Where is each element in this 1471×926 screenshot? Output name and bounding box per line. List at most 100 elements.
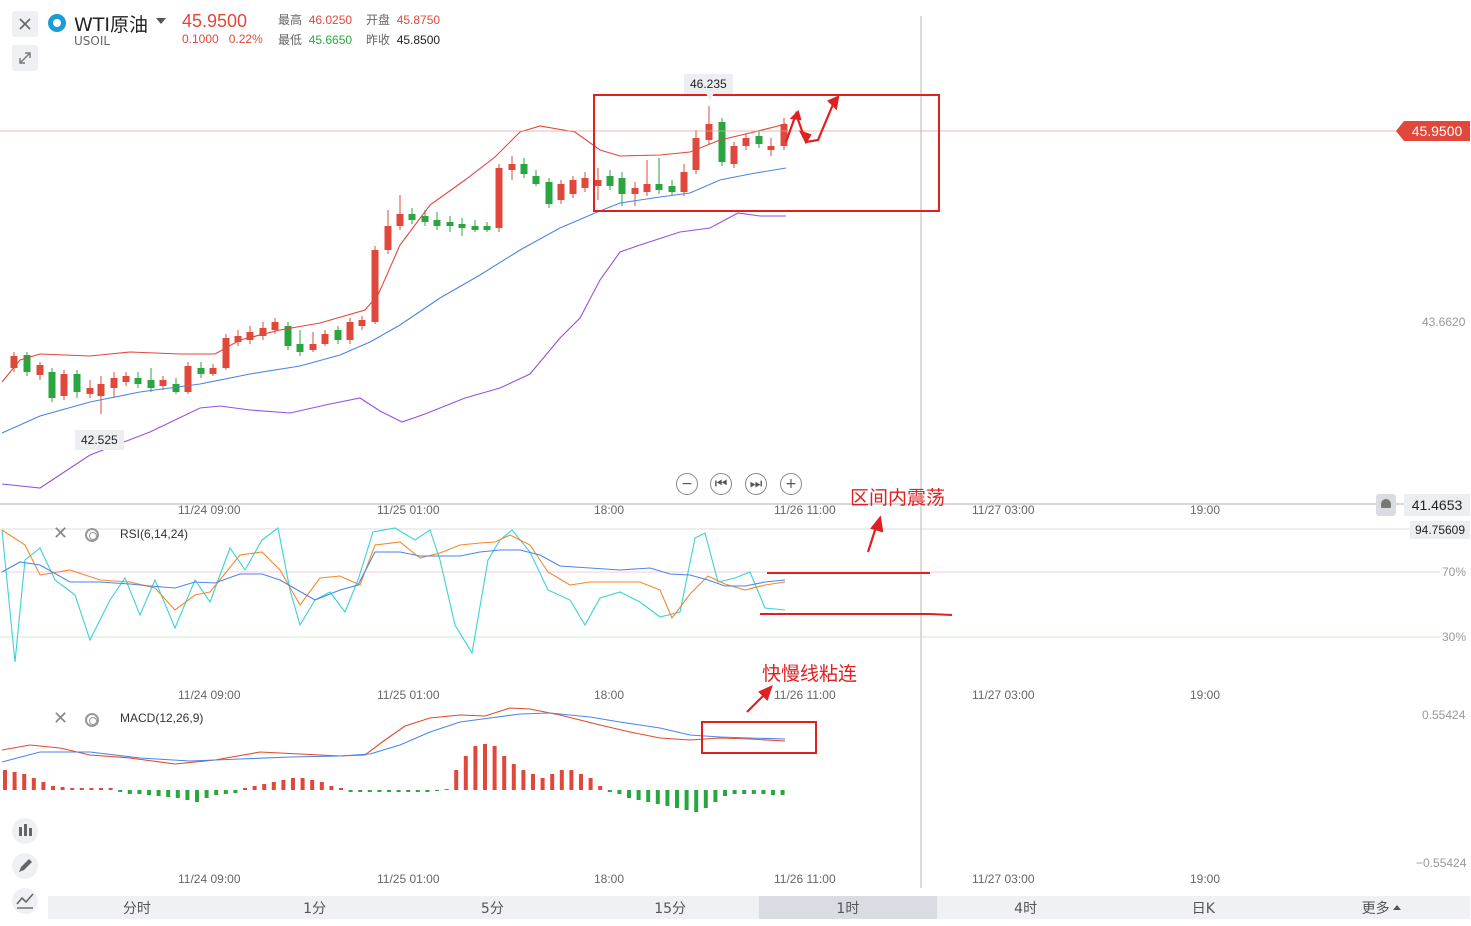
macd-histogram-bar xyxy=(742,790,747,794)
macd-histogram-bar xyxy=(31,778,36,790)
macd-histogram-bar xyxy=(60,787,65,790)
macd-histogram-bar xyxy=(665,790,670,806)
scroll-end-button[interactable]: ⏭ xyxy=(745,473,767,495)
drawing-tool-button[interactable] xyxy=(12,853,38,879)
rsi-x-label: 11/25 01:00 xyxy=(377,688,440,702)
macd-histogram-bar xyxy=(137,790,142,794)
macd-histogram-bar xyxy=(483,744,487,790)
rsi-label: RSI(6,14,24) xyxy=(120,527,189,541)
macd-settings-gear-icon[interactable] xyxy=(85,713,99,727)
macd-histogram-bar xyxy=(377,790,382,792)
candle-body xyxy=(122,376,130,382)
close-chart-button[interactable] xyxy=(12,11,38,37)
zoom-in-button[interactable]: + xyxy=(780,473,802,495)
candle-body xyxy=(97,384,105,396)
high-marker: 46.235 xyxy=(684,74,733,94)
period-tab[interactable]: 1分 xyxy=(226,896,404,919)
main-x-label: 19:00 xyxy=(1190,503,1221,517)
change-value: 0.1000 xyxy=(182,32,219,46)
period-bar: 分时 1分 5分 15分 1时 4时 日K 更多 xyxy=(48,896,1470,919)
macd-histogram-bar xyxy=(636,790,641,800)
period-tab[interactable]: 15分 xyxy=(581,896,759,919)
symbol-logo-icon xyxy=(48,14,66,32)
macd-histogram-bar xyxy=(271,782,276,790)
candle-body xyxy=(545,182,553,204)
period-tab[interactable]: 更多 xyxy=(1292,896,1470,919)
macd-histogram-bar xyxy=(579,774,583,790)
candle-body xyxy=(742,138,750,146)
close-rsi-icon[interactable]: ✕ xyxy=(53,523,69,544)
candle-body xyxy=(334,330,342,340)
macd-x-label: 19:00 xyxy=(1190,872,1221,886)
candle-body xyxy=(309,344,317,350)
candle-body xyxy=(668,186,676,192)
macd-histogram-bar xyxy=(281,780,286,790)
macd-histogram-bar xyxy=(108,788,113,790)
symbol-name: WTI原油 xyxy=(74,14,148,36)
period-tab-label: 1分 xyxy=(303,900,327,917)
scroll-start-button[interactable]: ⏮ xyxy=(710,473,732,495)
candle-body xyxy=(48,372,56,398)
period-tab[interactable]: 5分 xyxy=(404,896,582,919)
candle-body xyxy=(10,356,18,368)
rsi-settings-gear-icon[interactable] xyxy=(85,528,99,542)
stat-low: 最低 45.6650 xyxy=(278,33,353,47)
macd-histogram-bar xyxy=(166,790,171,797)
period-tab[interactable]: 1时 xyxy=(759,896,937,919)
candle-body xyxy=(271,322,279,330)
chart-type-button[interactable] xyxy=(12,888,38,914)
indicator-tool-button[interactable] xyxy=(12,818,38,844)
zoom-out-button[interactable]: − xyxy=(676,473,698,495)
macd-x-label: 18:00 xyxy=(594,872,625,886)
candle-body xyxy=(408,214,416,220)
macd-histogram-bar xyxy=(329,786,334,790)
candle-body xyxy=(680,172,688,192)
macd-histogram-bar xyxy=(262,784,267,790)
macd-histogram-bar xyxy=(348,790,353,792)
period-tab[interactable]: 日K xyxy=(1115,896,1293,919)
macd-histogram-bar xyxy=(310,780,315,790)
price-alert-bell-icon[interactable] xyxy=(1376,494,1396,516)
collapse-button[interactable] xyxy=(12,45,38,71)
macd-histogram-bar xyxy=(435,790,439,791)
close-macd-icon[interactable]: ✕ xyxy=(53,708,69,729)
candle-body xyxy=(655,184,663,190)
candle-body xyxy=(508,164,516,170)
macd-histogram-bar xyxy=(223,790,228,794)
macd-histogram-bar xyxy=(473,746,478,790)
macd-histogram-bar xyxy=(502,756,507,790)
macd-histogram-bar xyxy=(723,790,727,796)
macd-histogram-bar xyxy=(703,790,708,808)
candle-body xyxy=(73,374,81,392)
candle-body xyxy=(780,124,788,146)
candle-body xyxy=(384,226,392,250)
macd-histogram-bar xyxy=(627,790,631,798)
rsi-30-label: 30% xyxy=(1442,630,1467,644)
candle-body xyxy=(296,344,304,352)
macd-histogram-bar xyxy=(127,790,132,794)
candle-body xyxy=(643,184,651,192)
candle-body xyxy=(730,146,738,164)
range-annotation-text: 区间内震荡 xyxy=(850,487,946,509)
period-tab-label: 日K xyxy=(1191,900,1215,917)
period-tab[interactable]: 4时 xyxy=(937,896,1115,919)
macd-label: MACD(12,26,9) xyxy=(120,711,204,725)
macd-histogram-bar xyxy=(204,790,209,798)
period-tab-label: 4时 xyxy=(1014,900,1038,917)
macd-bottom-value: −0.55424 xyxy=(1416,856,1467,870)
candle-body xyxy=(234,336,242,342)
period-tab-label: 1时 xyxy=(836,900,860,917)
rsi-24-line xyxy=(1,549,786,601)
candle-body xyxy=(259,328,267,336)
rsi-6-line xyxy=(1,527,786,663)
period-tab[interactable]: 分时 xyxy=(48,896,226,919)
crosshair-price-tag: 41.4653 xyxy=(1404,494,1470,516)
current-price-tag: 45.9500 xyxy=(1396,121,1470,141)
main-x-label: 11/25 01:00 xyxy=(377,503,440,517)
candle-body xyxy=(767,146,775,150)
rsi-top-value: 94.75609 xyxy=(1410,521,1470,539)
main-x-label: 18:00 xyxy=(594,503,625,517)
macd-histogram-bar xyxy=(655,790,660,804)
candle-body xyxy=(532,176,540,184)
